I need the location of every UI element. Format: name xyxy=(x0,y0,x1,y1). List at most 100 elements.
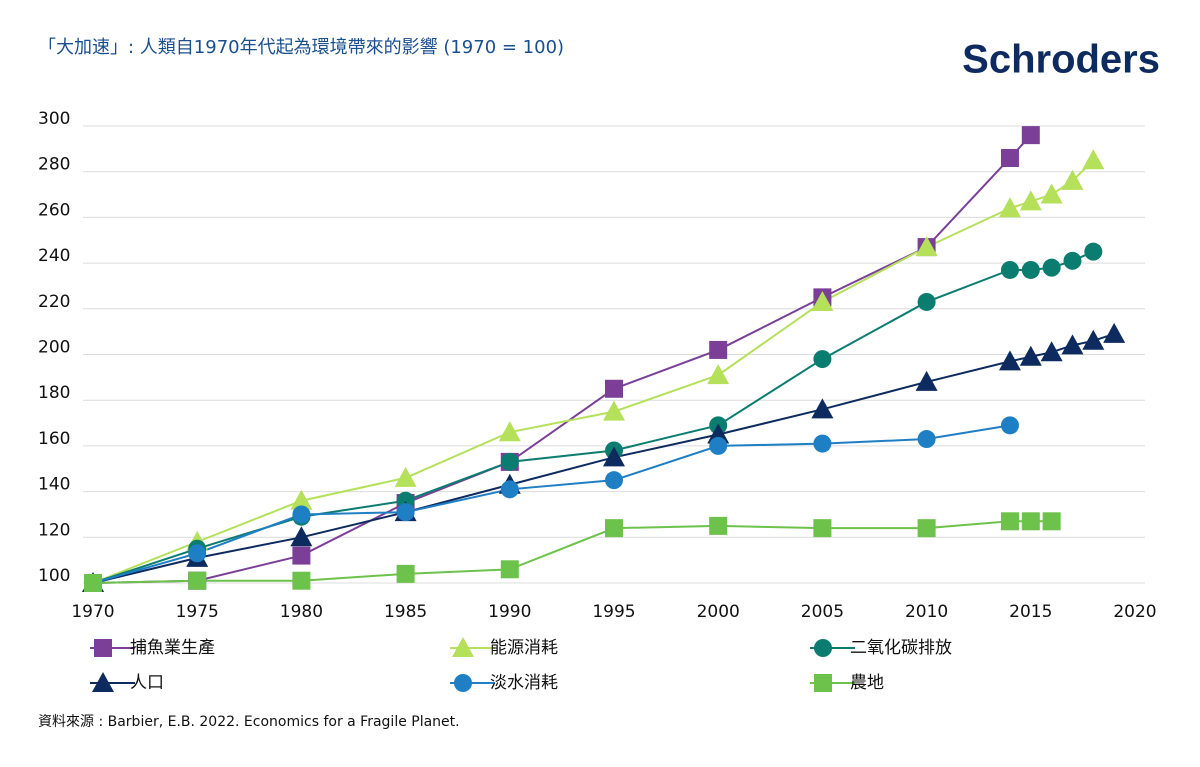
data-point xyxy=(1000,260,1019,279)
data-point xyxy=(1103,322,1126,343)
x-tick-label: 1975 xyxy=(176,602,219,622)
data-point xyxy=(290,526,313,547)
data-point xyxy=(1019,345,1042,366)
x-tick-label: 2020 xyxy=(1113,602,1156,622)
data-point xyxy=(1040,183,1063,204)
y-tick-label: 220 xyxy=(38,292,70,312)
data-point xyxy=(290,489,313,510)
data-point xyxy=(1082,149,1105,170)
legend-label: 淡水消耗 xyxy=(490,673,558,693)
data-point xyxy=(998,350,1021,371)
data-point xyxy=(1084,242,1103,261)
data-point xyxy=(603,400,625,421)
data-point xyxy=(1000,512,1019,531)
data-point xyxy=(1061,169,1084,190)
legend-marker xyxy=(454,674,472,692)
x-tick-label: 2005 xyxy=(801,602,844,622)
legend-marker xyxy=(92,672,114,692)
chart-title: 「大加速」: 人類自1970年代起為環境帶來的影響 (1970 = 100) xyxy=(38,37,564,58)
series-line xyxy=(92,520,1052,584)
data-point xyxy=(1021,260,1040,279)
y-tick-label: 200 xyxy=(38,338,70,358)
x-tick-label: 1990 xyxy=(488,602,531,622)
series-line xyxy=(92,332,1115,584)
data-point xyxy=(84,574,102,592)
series-line xyxy=(92,134,1032,584)
y-tick-label: 100 xyxy=(38,566,70,586)
data-point xyxy=(500,480,519,499)
data-point xyxy=(1040,341,1063,362)
data-point xyxy=(292,505,311,524)
data-point xyxy=(811,290,834,311)
data-point xyxy=(500,452,519,471)
legend-label: 能源消耗 xyxy=(490,638,558,658)
y-tick-label: 280 xyxy=(38,155,70,175)
y-tick-label: 140 xyxy=(38,475,70,495)
legend-marker xyxy=(814,674,832,692)
data-point xyxy=(1063,251,1082,270)
data-point xyxy=(813,350,832,369)
legend-label: 農地 xyxy=(850,673,884,693)
data-point xyxy=(188,571,207,590)
data-point xyxy=(813,519,832,538)
data-point xyxy=(1042,258,1061,277)
data-point xyxy=(394,466,417,487)
legend-marker xyxy=(452,637,474,657)
data-point xyxy=(188,544,207,563)
series-line xyxy=(92,250,1094,584)
data-point xyxy=(605,519,623,538)
data-point xyxy=(709,516,728,535)
data-point xyxy=(709,340,728,359)
legend-marker xyxy=(814,639,832,657)
data-point xyxy=(998,197,1021,218)
data-point xyxy=(917,519,936,538)
x-tick-label: 1985 xyxy=(384,602,427,622)
data-point xyxy=(1019,190,1042,211)
legend-label: 二氧化碳排放 xyxy=(850,638,952,658)
legend-marker xyxy=(94,639,112,657)
x-tick-label: 1980 xyxy=(280,602,323,622)
data-point xyxy=(707,423,730,444)
x-tick-label: 2015 xyxy=(1009,602,1052,622)
data-point xyxy=(1000,416,1019,435)
data-point xyxy=(1082,329,1105,350)
data-point xyxy=(498,421,521,442)
data-point xyxy=(917,430,936,449)
data-point xyxy=(603,446,625,467)
data-point xyxy=(1000,148,1019,167)
x-tick-label: 1995 xyxy=(592,602,635,622)
x-tick-label: 2000 xyxy=(697,602,740,622)
data-point xyxy=(605,471,623,490)
brand-logo: Schroders xyxy=(962,38,1160,82)
data-point xyxy=(709,436,728,455)
legend-label: 人口 xyxy=(130,673,164,693)
data-point xyxy=(396,503,415,522)
y-tick-label: 240 xyxy=(38,246,70,266)
data-point xyxy=(292,546,311,565)
y-tick-label: 260 xyxy=(38,200,70,220)
data-point xyxy=(1021,512,1040,531)
x-tick-label: 1970 xyxy=(71,602,114,622)
y-tick-label: 180 xyxy=(38,383,70,403)
data-point xyxy=(917,292,936,311)
data-point xyxy=(1061,334,1084,355)
data-point xyxy=(915,236,938,257)
series-line xyxy=(92,424,1011,584)
data-point xyxy=(1021,126,1040,145)
y-tick-label: 160 xyxy=(38,429,70,449)
data-point xyxy=(813,434,832,453)
source-note: 資料來源 : Barbier, E.B. 2022. Economics for… xyxy=(38,714,460,730)
data-point xyxy=(1042,512,1061,531)
data-point xyxy=(292,571,311,590)
data-point xyxy=(500,560,519,579)
data-point xyxy=(811,398,834,419)
y-tick-label: 120 xyxy=(38,520,70,540)
data-point xyxy=(605,379,623,398)
legend-label: 捕魚業生產 xyxy=(130,638,215,658)
data-point xyxy=(396,564,415,583)
series-line xyxy=(92,159,1095,584)
data-point xyxy=(915,370,938,391)
x-tick-label: 2010 xyxy=(905,602,948,622)
data-point xyxy=(707,364,730,385)
